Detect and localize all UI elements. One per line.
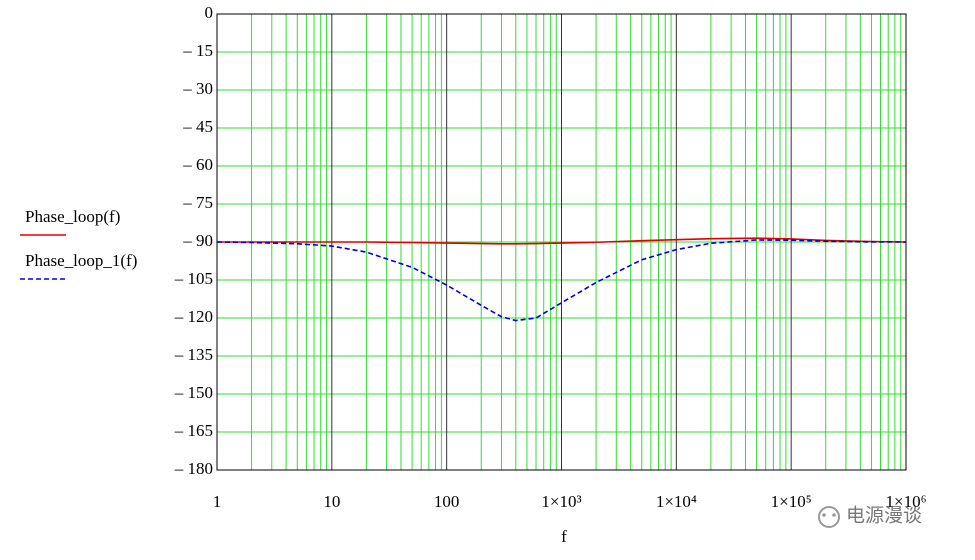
y-tick-label: – 135 (174, 345, 213, 364)
y-tick-label: – 45 (182, 117, 213, 136)
x-tick-label: 1 (213, 492, 222, 511)
y-tick-label: – 105 (174, 269, 213, 288)
x-tick-label: 1×10⁴ (656, 492, 697, 511)
y-tick-label: – 75 (182, 193, 213, 212)
y-tick-label: 0 (205, 3, 214, 22)
y-tick-label: – 150 (174, 383, 213, 402)
y-tick-label: – 15 (182, 41, 213, 60)
y-tick-label: – 30 (182, 79, 213, 98)
x-tick-label: 10 (323, 492, 340, 511)
series-line (217, 237, 907, 245)
x-tick-label: 1×10³ (541, 492, 581, 511)
x-tick-label: 1×10⁶ (885, 492, 926, 511)
y-tick-label: – 120 (174, 307, 213, 326)
watermark: 电源漫谈 (846, 504, 922, 526)
watermark-icon (818, 506, 840, 528)
y-tick-label: – 165 (174, 421, 213, 440)
legend-label: Phase_loop(f) (25, 207, 120, 226)
y-tick-label: – 180 (174, 459, 213, 478)
legend-label: Phase_loop_1(f) (25, 251, 137, 270)
y-tick-label: – 60 (182, 155, 213, 174)
x-tick-label: 100 (434, 492, 460, 511)
series-line (216, 239, 906, 322)
x-tick-label: 1×10⁵ (771, 492, 812, 511)
x-axis-label: f (561, 527, 567, 546)
y-tick-label: – 90 (182, 231, 213, 250)
